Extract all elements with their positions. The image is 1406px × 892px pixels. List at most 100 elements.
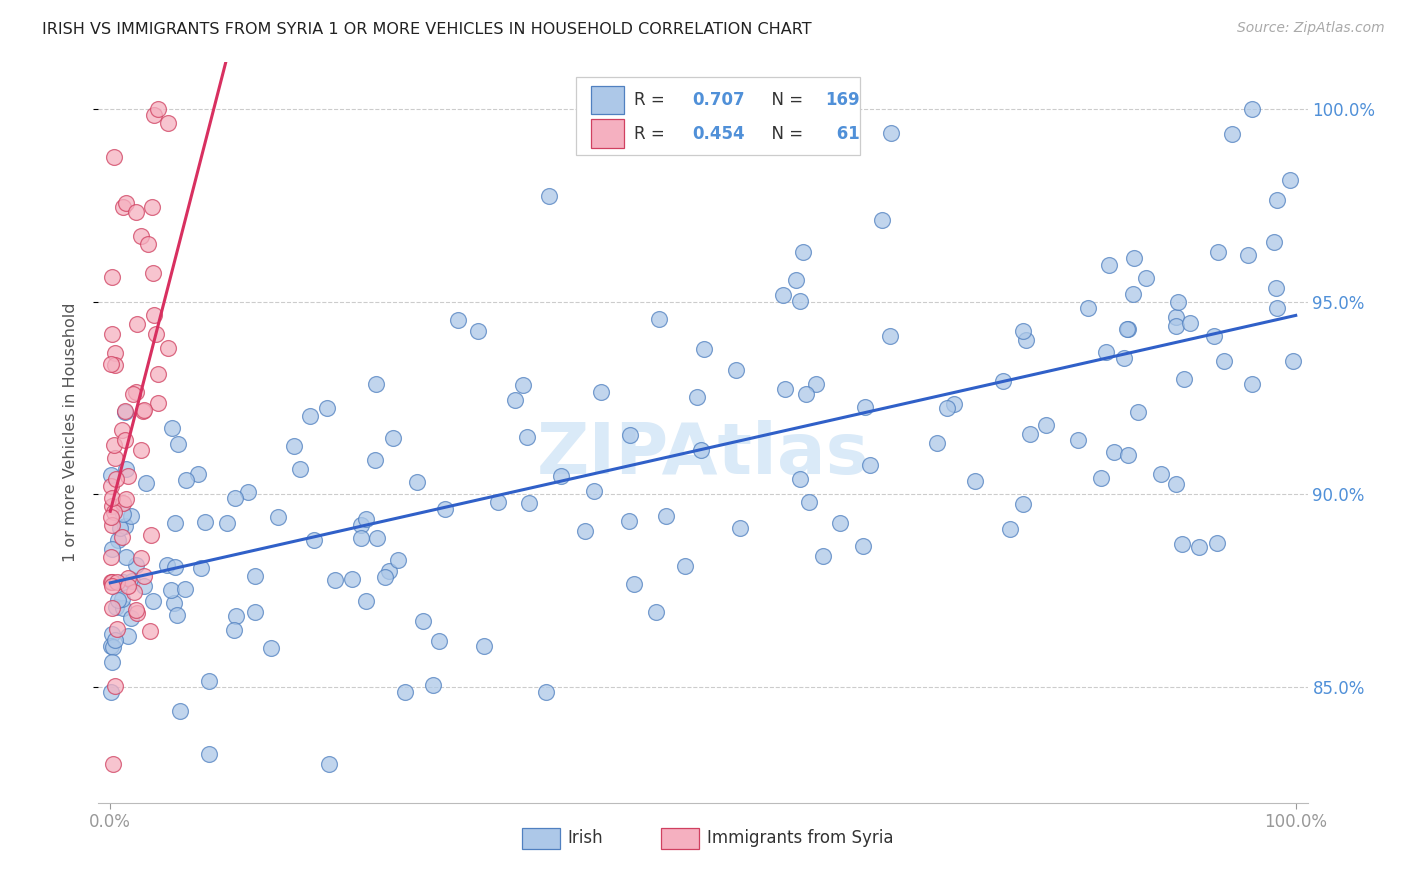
Point [693, 342, 716, 356]
Point [925, 435, 948, 450]
Point [114, 434, 136, 448]
Point [1279, 173, 1302, 187]
Point [1019, 427, 1042, 442]
Point [125, 558, 148, 572]
Point [1116, 322, 1139, 336]
Point [114, 404, 136, 418]
Point [1164, 476, 1187, 491]
Point [100, 574, 122, 589]
Point [104, 358, 127, 372]
Point [103, 505, 125, 519]
Point [1128, 405, 1150, 419]
Point [115, 491, 138, 506]
Point [224, 491, 246, 505]
Point [236, 485, 259, 500]
Point [381, 431, 404, 445]
Point [125, 603, 148, 617]
Point [101, 627, 124, 641]
Point [1206, 536, 1229, 550]
Point [1171, 536, 1194, 550]
Point [1237, 248, 1260, 262]
Text: Irish: Irish [568, 830, 603, 847]
Point [486, 495, 509, 509]
Point [105, 472, 128, 486]
Point [115, 195, 138, 210]
Point [104, 345, 127, 359]
Point [124, 205, 146, 219]
Point [104, 679, 127, 693]
Point [1240, 102, 1263, 116]
Point [394, 684, 416, 698]
Point [114, 405, 136, 419]
Point [141, 200, 163, 214]
Point [1114, 351, 1136, 365]
Text: Immigrants from Syria: Immigrants from Syria [707, 830, 893, 847]
Point [350, 517, 373, 532]
Point [100, 357, 122, 371]
Point [434, 502, 457, 516]
Point [789, 294, 811, 309]
Point [101, 579, 124, 593]
Point [316, 401, 339, 416]
Point [129, 442, 152, 457]
Point [101, 270, 124, 285]
Point [366, 377, 388, 392]
Point [136, 237, 159, 252]
Point [187, 467, 209, 482]
Point [1178, 316, 1201, 330]
Point [131, 551, 153, 566]
Point [724, 363, 747, 377]
Point [364, 453, 387, 467]
Point [1166, 310, 1188, 325]
Point [110, 520, 132, 534]
Point [794, 386, 817, 401]
Text: 0.707: 0.707 [692, 91, 745, 109]
Point [111, 530, 134, 544]
Point [427, 634, 450, 648]
Point [356, 512, 378, 526]
Point [589, 384, 612, 399]
Point [103, 150, 125, 164]
Point [132, 404, 155, 418]
Point [1173, 372, 1195, 386]
Point [166, 607, 188, 622]
Point [447, 313, 470, 327]
Point [101, 601, 124, 615]
Point [512, 377, 534, 392]
Point [773, 382, 796, 396]
Point [173, 582, 195, 596]
Point [101, 574, 124, 589]
Point [105, 622, 128, 636]
Text: 61: 61 [831, 125, 860, 143]
Point [267, 509, 290, 524]
Point [583, 484, 606, 499]
Point [146, 367, 169, 381]
Point [1077, 301, 1099, 315]
Point [112, 600, 135, 615]
Point [993, 374, 1015, 388]
Point [935, 401, 957, 415]
Point [1015, 333, 1038, 347]
Point [131, 229, 153, 244]
Point [115, 461, 138, 475]
Point [103, 438, 125, 452]
Text: N =: N = [761, 91, 808, 109]
Point [1150, 467, 1173, 481]
Point [100, 685, 122, 699]
FancyBboxPatch shape [591, 120, 624, 147]
Point [117, 571, 139, 585]
Point [619, 427, 641, 442]
Point [1240, 377, 1263, 392]
Point [1098, 258, 1121, 272]
Point [100, 518, 122, 533]
Point [1167, 294, 1189, 309]
Point [101, 327, 124, 342]
Point [472, 639, 495, 653]
Point [105, 599, 128, 614]
Point [1122, 251, 1144, 265]
Point [124, 384, 146, 399]
Point [120, 611, 142, 625]
Point [792, 245, 814, 260]
Point [298, 409, 321, 423]
FancyBboxPatch shape [576, 78, 860, 155]
